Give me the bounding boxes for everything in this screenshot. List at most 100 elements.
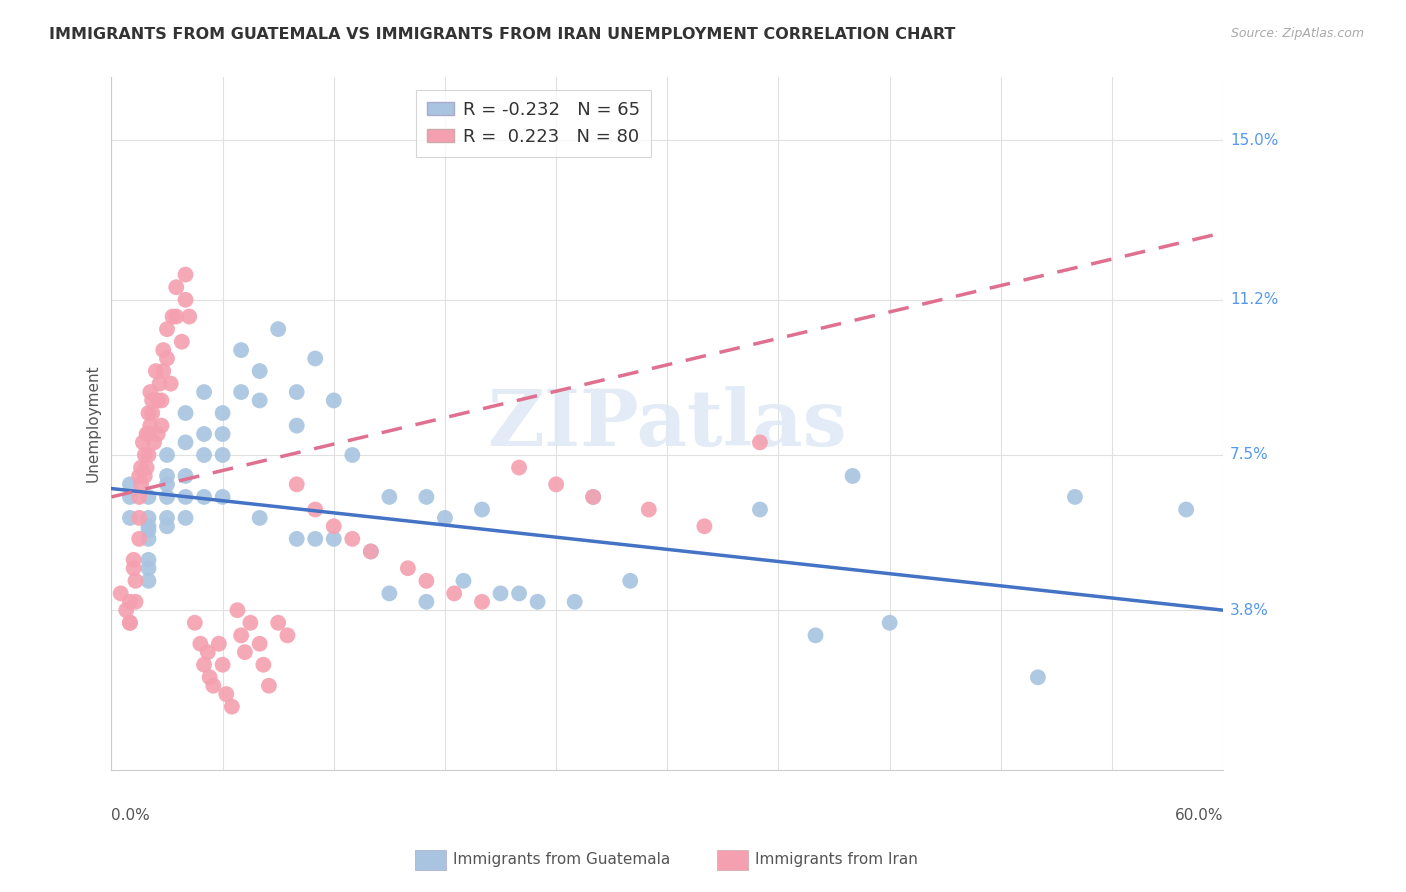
Point [415, 490, 437, 504]
Point [582, 490, 605, 504]
Point [249, 511, 271, 525]
Point [149, 376, 172, 391]
Point [170, 334, 193, 349]
Point [693, 519, 716, 533]
Text: 15.0%: 15.0% [1230, 133, 1278, 148]
Point [304, 502, 326, 516]
Point [165, 310, 187, 324]
Point [229, 385, 252, 400]
Point [138, 574, 160, 588]
Point [197, 645, 219, 659]
Point [150, 393, 173, 408]
Point [118, 615, 141, 630]
Point [174, 406, 197, 420]
Point [118, 477, 141, 491]
Point [118, 615, 141, 630]
Point [138, 490, 160, 504]
Point [285, 418, 308, 433]
Point [202, 679, 225, 693]
Point [564, 595, 586, 609]
Point [146, 393, 169, 408]
Point [138, 519, 160, 533]
Point [174, 435, 197, 450]
Point [159, 376, 181, 391]
Point [174, 293, 197, 307]
Point [229, 628, 252, 642]
Point [146, 427, 169, 442]
Point [619, 574, 641, 588]
Point [118, 511, 141, 525]
Point [128, 490, 150, 504]
Point [156, 490, 179, 504]
Point [322, 393, 344, 408]
Point [128, 469, 150, 483]
Point [378, 586, 401, 600]
Point [138, 524, 160, 538]
Point [193, 427, 215, 442]
Point [143, 435, 166, 450]
Point [124, 574, 146, 588]
Point [841, 469, 863, 483]
Point [135, 460, 157, 475]
Point [128, 532, 150, 546]
Text: IMMIGRANTS FROM GUATEMALA VS IMMIGRANTS FROM IRAN UNEMPLOYMENT CORRELATION CHART: IMMIGRANTS FROM GUATEMALA VS IMMIGRANTS … [49, 27, 956, 42]
Point [285, 477, 308, 491]
Point [124, 595, 146, 609]
Point [582, 490, 605, 504]
Point [198, 670, 221, 684]
Point [141, 393, 163, 408]
Point [122, 553, 145, 567]
Point [304, 532, 326, 546]
Point [162, 310, 184, 324]
Point [184, 615, 207, 630]
Point [252, 657, 274, 672]
Point [221, 699, 243, 714]
Point [156, 477, 179, 491]
Text: 11.2%: 11.2% [1230, 293, 1278, 307]
Text: Immigrants from Guatemala: Immigrants from Guatemala [453, 853, 671, 867]
Point [257, 679, 280, 693]
Point [360, 544, 382, 558]
Point [165, 280, 187, 294]
Text: Source: ZipAtlas.com: Source: ZipAtlas.com [1230, 27, 1364, 40]
Point [215, 687, 238, 701]
Point [193, 657, 215, 672]
Point [193, 448, 215, 462]
Point [322, 532, 344, 546]
Point [122, 561, 145, 575]
Point [139, 385, 162, 400]
Point [1064, 490, 1087, 504]
Point [396, 561, 419, 575]
Point [1026, 670, 1049, 684]
Point [156, 519, 179, 533]
Point [508, 460, 530, 475]
Point [145, 364, 167, 378]
Point [211, 406, 233, 420]
Point [138, 511, 160, 525]
Point [267, 615, 290, 630]
Point [211, 657, 233, 672]
Text: 7.5%: 7.5% [1230, 448, 1268, 462]
Point [249, 393, 271, 408]
Point [139, 418, 162, 433]
Point [138, 406, 160, 420]
Point [138, 532, 160, 546]
Point [211, 490, 233, 504]
Point [285, 385, 308, 400]
Point [156, 511, 179, 525]
Point [342, 532, 364, 546]
Point [443, 586, 465, 600]
Point [1175, 502, 1198, 516]
Point [188, 637, 211, 651]
Point [233, 645, 256, 659]
Point [249, 637, 271, 651]
Point [118, 595, 141, 609]
Point [152, 343, 174, 357]
Point [453, 574, 475, 588]
Point [174, 490, 197, 504]
Point [285, 532, 308, 546]
Text: Immigrants from Iran: Immigrants from Iran [755, 853, 918, 867]
Point [174, 511, 197, 525]
Text: ZIPatlas: ZIPatlas [488, 385, 848, 461]
Point [134, 469, 156, 483]
